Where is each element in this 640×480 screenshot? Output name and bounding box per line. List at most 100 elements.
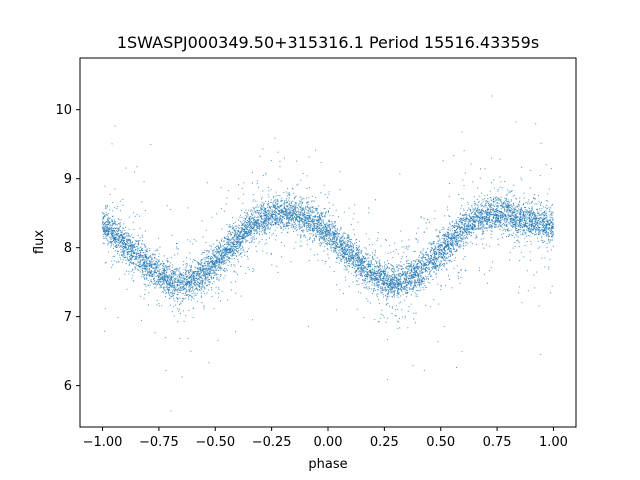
data-point bbox=[352, 218, 354, 220]
data-point bbox=[481, 218, 483, 220]
data-point bbox=[463, 185, 465, 187]
data-point bbox=[371, 293, 373, 295]
data-point bbox=[377, 281, 379, 283]
data-point bbox=[437, 265, 439, 267]
data-point bbox=[474, 221, 476, 223]
data-point bbox=[145, 266, 147, 268]
data-point bbox=[342, 293, 344, 295]
data-point bbox=[152, 263, 154, 265]
data-point bbox=[211, 278, 213, 280]
data-point bbox=[378, 266, 380, 268]
data-point bbox=[525, 231, 527, 233]
data-point bbox=[157, 264, 159, 266]
data-point bbox=[537, 215, 539, 217]
data-point bbox=[113, 230, 115, 232]
data-point bbox=[490, 203, 492, 205]
data-point bbox=[125, 247, 127, 249]
data-point bbox=[279, 195, 281, 197]
data-point bbox=[125, 256, 127, 258]
data-point bbox=[396, 277, 398, 279]
data-point bbox=[106, 213, 108, 215]
data-point bbox=[309, 211, 311, 213]
data-point bbox=[288, 213, 290, 215]
data-point bbox=[344, 276, 346, 278]
data-point bbox=[191, 280, 193, 282]
data-point bbox=[283, 200, 285, 202]
data-point bbox=[397, 296, 399, 298]
data-point bbox=[324, 230, 326, 232]
data-point bbox=[303, 225, 305, 227]
data-point bbox=[303, 212, 305, 214]
data-point bbox=[126, 256, 128, 258]
data-point bbox=[440, 285, 442, 287]
data-point bbox=[410, 277, 412, 279]
data-point bbox=[412, 277, 414, 279]
data-point bbox=[228, 251, 230, 253]
data-point bbox=[422, 260, 424, 262]
data-point bbox=[493, 222, 495, 224]
data-point bbox=[274, 229, 276, 231]
data-point bbox=[304, 223, 306, 225]
data-point bbox=[189, 288, 191, 290]
data-point bbox=[379, 272, 381, 274]
data-point bbox=[208, 263, 210, 265]
data-point bbox=[488, 215, 490, 217]
data-point bbox=[536, 203, 538, 205]
data-point bbox=[381, 292, 383, 294]
data-point bbox=[190, 299, 192, 301]
data-point bbox=[136, 265, 138, 267]
data-point bbox=[365, 233, 367, 235]
data-point bbox=[282, 213, 284, 215]
data-point bbox=[259, 216, 261, 218]
data-point bbox=[121, 251, 123, 253]
data-point bbox=[367, 253, 369, 255]
data-point bbox=[339, 247, 341, 249]
data-point bbox=[280, 200, 282, 202]
data-point bbox=[405, 267, 407, 269]
data-point bbox=[250, 237, 252, 239]
data-point bbox=[541, 229, 543, 231]
data-point bbox=[393, 292, 395, 294]
data-point bbox=[498, 212, 500, 214]
data-point bbox=[293, 227, 295, 229]
data-point bbox=[391, 280, 393, 282]
data-point bbox=[117, 238, 119, 240]
data-point bbox=[445, 234, 447, 236]
data-point bbox=[264, 222, 266, 224]
data-point bbox=[155, 266, 157, 268]
data-point bbox=[531, 220, 533, 222]
data-point bbox=[358, 278, 360, 280]
data-point bbox=[222, 255, 224, 257]
data-point bbox=[279, 166, 281, 168]
data-point bbox=[135, 253, 137, 255]
data-point bbox=[417, 274, 419, 276]
data-point bbox=[265, 172, 267, 174]
data-point bbox=[354, 242, 356, 244]
data-point bbox=[117, 317, 119, 319]
data-point bbox=[217, 252, 219, 254]
data-point bbox=[509, 192, 511, 194]
data-point bbox=[187, 239, 189, 241]
data-point bbox=[309, 229, 311, 231]
data-point bbox=[476, 236, 478, 238]
data-point bbox=[438, 236, 440, 238]
data-point bbox=[500, 222, 502, 224]
data-point bbox=[332, 232, 334, 234]
data-point bbox=[110, 236, 112, 238]
data-point bbox=[418, 275, 420, 277]
data-point bbox=[461, 238, 463, 240]
data-point bbox=[523, 202, 525, 204]
data-point bbox=[466, 232, 468, 234]
data-point bbox=[149, 271, 151, 273]
data-point bbox=[439, 239, 441, 241]
data-point bbox=[544, 227, 546, 229]
data-point bbox=[389, 292, 391, 294]
data-point bbox=[307, 221, 309, 223]
data-point bbox=[500, 181, 502, 183]
data-point bbox=[344, 249, 346, 251]
data-point bbox=[240, 230, 242, 232]
data-point bbox=[263, 226, 265, 228]
data-point bbox=[239, 231, 241, 233]
data-point bbox=[307, 217, 309, 219]
data-point bbox=[236, 232, 238, 234]
